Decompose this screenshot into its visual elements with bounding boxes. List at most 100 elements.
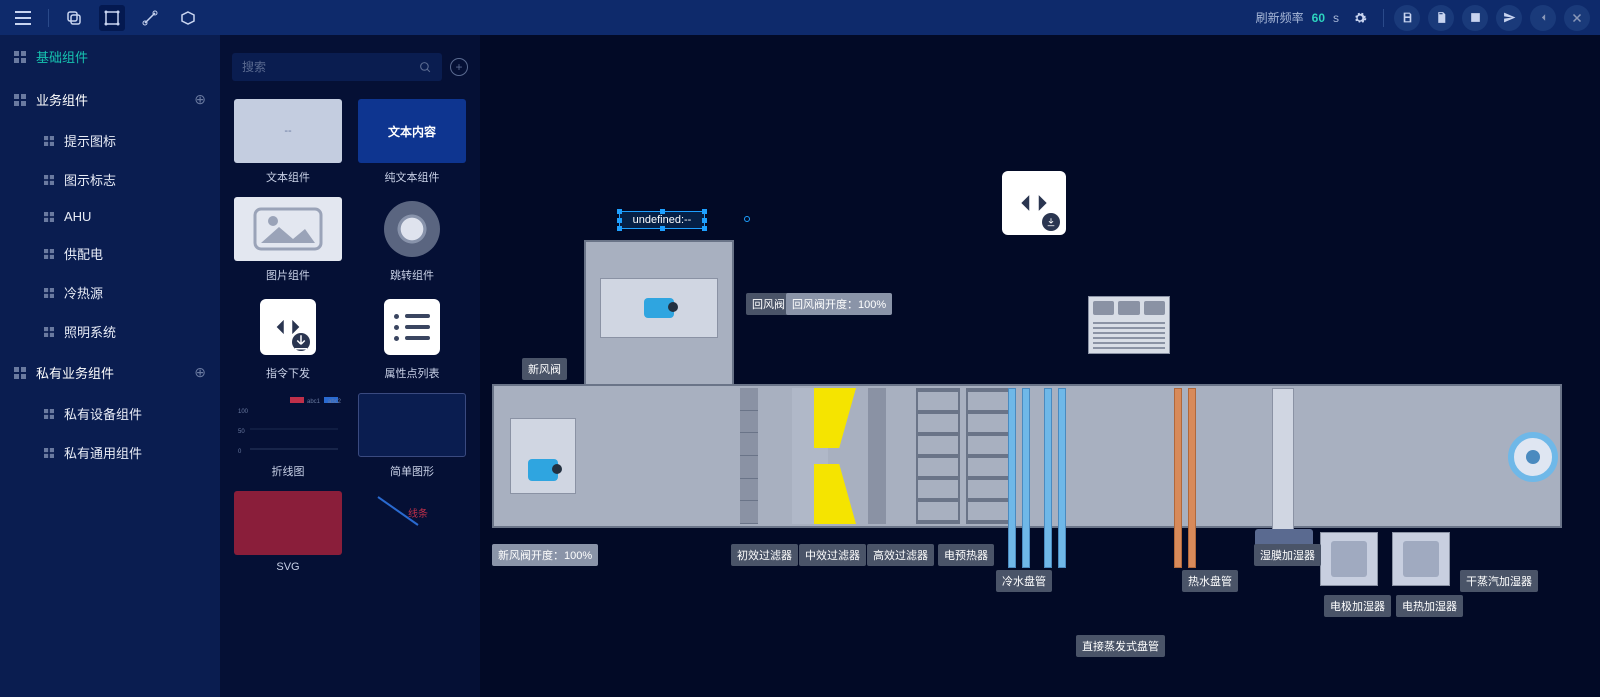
sidebar-item-power[interactable]: 供配电 <box>0 234 220 273</box>
label-primary-filter: 初效过滤器 <box>731 544 798 566</box>
palette-caption: 指令下发 <box>266 365 310 381</box>
refresh-label: 刷新频率 <box>1256 9 1304 26</box>
label-fresh-valve-open: 新风阀开度：100% <box>492 544 598 566</box>
label-wet-film: 湿膜加湿器 <box>1254 544 1321 566</box>
label-cold-coil: 冷水盘管 <box>996 570 1052 592</box>
palette-item-line-chart[interactable]: abc1 abc2 100 50 0 折线图 <box>232 393 344 479</box>
sidebar-item-label: 冷热源 <box>64 283 103 302</box>
hexagon-tool-icon[interactable] <box>175 5 201 31</box>
palette-thumb <box>358 393 466 457</box>
save-icon[interactable] <box>1394 5 1420 31</box>
expand-icon[interactable]: ⊕ <box>194 91 206 108</box>
menu-icon[interactable] <box>10 5 36 31</box>
document-icon[interactable] <box>1428 5 1454 31</box>
gear-icon[interactable] <box>1347 5 1373 31</box>
grip-icon <box>14 51 26 63</box>
body: 基础组件 业务组件 ⊕ 提示图标 图示标志 AHU 供配电 冷热源 照明系统 私… <box>0 35 1600 697</box>
sidebar-item-label: 提示图标 <box>64 131 116 150</box>
sidebar-item-label: AHU <box>64 209 91 224</box>
palette-search-row: + <box>232 53 468 81</box>
palette-item-plain-text[interactable]: 文本内容 纯文本组件 <box>356 99 468 185</box>
svg-text:abc2: abc2 <box>328 399 342 405</box>
back-icon[interactable] <box>1530 5 1556 31</box>
palette-item-svg[interactable]: SVG <box>232 491 344 573</box>
reference-dot <box>744 216 750 222</box>
palette-item-line[interactable]: 线条 线条 <box>356 491 468 573</box>
canvas-cmd-widget[interactable] <box>1002 171 1066 235</box>
add-component-icon[interactable]: + <box>450 58 468 76</box>
palette-caption: 图片组件 <box>266 267 310 283</box>
topbar-right: 刷新频率 60 s <box>1256 5 1590 31</box>
palette-thumb <box>234 295 342 359</box>
search-input[interactable] <box>242 60 419 74</box>
palette-caption: 跳转组件 <box>390 267 434 283</box>
palette-item-jump[interactable]: 跳转组件 <box>356 197 468 283</box>
svg-text:50: 50 <box>238 429 245 435</box>
label-mid-filter: 中效过滤器 <box>799 544 866 566</box>
grip-icon <box>14 94 26 106</box>
sidebar-group-basic[interactable]: 基础组件 <box>0 35 220 78</box>
palette-caption: 文本组件 <box>266 169 310 185</box>
canvas[interactable]: undefined:-- <box>480 35 1600 697</box>
label-preheater: 电预热器 <box>938 544 994 566</box>
grip-icon <box>44 448 54 458</box>
palette-caption: 属性点列表 <box>385 365 440 381</box>
palette-thumb <box>358 295 466 359</box>
palette-thumb <box>358 197 466 261</box>
palette-caption: SVG <box>276 561 299 573</box>
topbar: 刷新频率 60 s <box>0 0 1600 35</box>
close-icon[interactable] <box>1564 5 1590 31</box>
label-dry-steam: 干蒸汽加湿器 <box>1460 570 1538 592</box>
search-box[interactable] <box>232 53 442 81</box>
label-fresh-valve: 新风阀 <box>522 358 567 380</box>
palette-thumb: abc1 abc2 100 50 0 <box>234 393 342 457</box>
label-return-valve-open: 回风阀开度：100% <box>786 293 892 315</box>
select-rect-icon[interactable] <box>99 5 125 31</box>
selected-widget-text: undefined:-- <box>633 214 692 226</box>
sidebar-group-label: 业务组件 <box>36 90 194 109</box>
sidebar-item-tip-icon[interactable]: 提示图标 <box>0 121 220 160</box>
palette-caption: 简单图形 <box>390 463 434 479</box>
sidebar-item-label: 图示标志 <box>64 170 116 189</box>
grip-icon <box>44 249 54 259</box>
sidebar-item-cooling[interactable]: 冷热源 <box>0 273 220 312</box>
line-tool-icon[interactable] <box>137 5 163 31</box>
palette-caption: 纯文本组件 <box>385 169 440 185</box>
palette-thumb <box>234 491 342 555</box>
palette-item-attr-list[interactable]: 属性点列表 <box>356 295 468 381</box>
grip-icon <box>44 212 54 222</box>
palette-item-text-comp[interactable]: -- 文本组件 <box>232 99 344 185</box>
sidebar-group-priv[interactable]: 私有业务组件 ⊕ <box>0 351 220 394</box>
send-icon[interactable] <box>1496 5 1522 31</box>
grip-icon <box>44 288 54 298</box>
sidebar-group-label: 基础组件 <box>36 47 206 66</box>
sidebar-item-priv-gen[interactable]: 私有通用组件 <box>0 433 220 472</box>
grip-icon <box>44 136 54 146</box>
svg-text:0: 0 <box>238 449 242 455</box>
svg-text:线条: 线条 <box>408 507 428 520</box>
refresh-value: 60 <box>1312 11 1325 25</box>
download-badge-icon <box>1042 213 1060 231</box>
topbar-left <box>10 5 201 31</box>
component-palette: + -- 文本组件 文本内容 纯文本组件 图片组件 跳转组件 <box>220 35 480 697</box>
palette-item-cmd[interactable]: 指令下发 <box>232 295 344 381</box>
palette-item-image[interactable]: 图片组件 <box>232 197 344 283</box>
sidebar-item-logo[interactable]: 图示标志 <box>0 160 220 199</box>
sidebar-item-lighting[interactable]: 照明系统 <box>0 312 220 351</box>
sidebar-group-biz[interactable]: 业务组件 ⊕ <box>0 78 220 121</box>
palette-thumb: 线条 <box>358 491 466 531</box>
sidebar-item-label: 私有设备组件 <box>64 404 142 423</box>
sidebar-item-priv-dev[interactable]: 私有设备组件 <box>0 394 220 433</box>
layers-icon[interactable] <box>61 5 87 31</box>
selected-widget[interactable]: undefined:-- <box>619 211 705 229</box>
palette-thumb: 文本内容 <box>358 99 466 163</box>
image-icon[interactable] <box>1462 5 1488 31</box>
sidebar-group-label: 私有业务组件 <box>36 363 194 382</box>
expand-icon[interactable]: ⊕ <box>194 364 206 381</box>
palette-grid: -- 文本组件 文本内容 纯文本组件 图片组件 跳转组件 <box>232 99 468 573</box>
palette-item-simple-shape[interactable]: 简单图形 <box>356 393 468 479</box>
sidebar-item-ahu[interactable]: AHU <box>0 199 220 234</box>
grip-icon <box>44 175 54 185</box>
palette-caption: 折线图 <box>272 463 305 479</box>
refresh-unit: s <box>1333 11 1339 25</box>
